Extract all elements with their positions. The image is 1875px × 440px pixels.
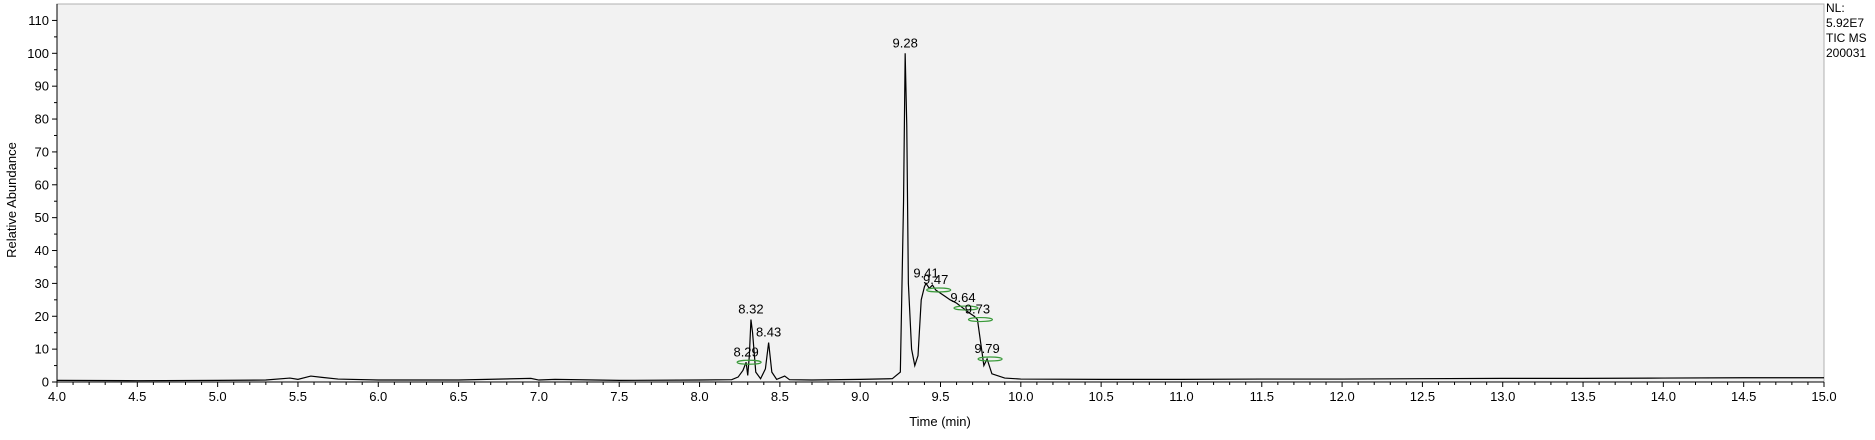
y-tick-label: 50 — [35, 210, 49, 225]
info-line: TIC MS — [1826, 31, 1867, 45]
x-tick-label: 7.5 — [610, 389, 628, 404]
info-line: 5.92E7 — [1826, 16, 1864, 30]
x-tick-label: 13.5 — [1570, 389, 1595, 404]
x-tick-label: 10.0 — [1008, 389, 1033, 404]
x-axis-label: Time (min) — [909, 414, 971, 429]
x-tick-label: 5.0 — [209, 389, 227, 404]
x-tick-label: 5.5 — [289, 389, 307, 404]
y-tick-label: 60 — [35, 177, 49, 192]
tic-trace — [56, 53, 1824, 382]
peak-label-layer: 8.29 8.32 8.43 9.28 9.419.479.649.73 9.79 — [733, 35, 999, 359]
x-tick-label: 12.0 — [1329, 389, 1354, 404]
peak-label: 9.28 — [893, 35, 918, 50]
x-tick-label: 11.5 — [1250, 389, 1274, 404]
peak-label: 9.79 — [974, 341, 999, 356]
x-tick-label: 9.5 — [931, 389, 949, 404]
y-tick-label: 30 — [35, 276, 49, 291]
y-tick-label: 100 — [27, 46, 49, 61]
peak-label: 8.29 — [733, 344, 758, 359]
y-tick-label: 80 — [35, 112, 49, 127]
x-tick-label: 12.5 — [1410, 389, 1435, 404]
y-tick-label: 40 — [35, 243, 49, 258]
x-tick-label: 7.0 — [530, 389, 548, 404]
y-tick-label: 10 — [35, 342, 49, 357]
peak-label: 9.41 — [913, 265, 938, 280]
peak-integration-marker — [953, 305, 979, 311]
x-tick-label: 6.5 — [450, 389, 468, 404]
x-tick-label: 11.0 — [1169, 389, 1193, 404]
y-tick-label: 90 — [35, 79, 49, 94]
y-tick-label: 110 — [28, 13, 49, 28]
trace-layer — [56, 53, 1824, 382]
x-tick-label: 13.0 — [1490, 389, 1515, 404]
peak-marker-layer — [736, 287, 1003, 365]
peak-integration-marker — [977, 356, 1003, 362]
peak-integration-marker — [736, 359, 762, 365]
x-tick-label: 9.0 — [851, 389, 869, 404]
peak-label: 8.32 — [738, 302, 763, 317]
x-tick-label: 14.0 — [1651, 389, 1676, 404]
x-tick-label: 10.5 — [1088, 389, 1113, 404]
x-tick-label: 8.5 — [771, 389, 789, 404]
y-axis-label: Relative Abundance — [4, 142, 19, 258]
plot-area — [56, 3, 1825, 383]
x-tick-label: 8.0 — [691, 389, 709, 404]
x-tick-label: 15.0 — [1811, 389, 1836, 404]
y-tick-label: 0 — [42, 375, 49, 390]
x-tick-label: 14.5 — [1731, 389, 1756, 404]
info-line: NL: — [1826, 1, 1845, 15]
info-line: 200031 — [1826, 46, 1866, 60]
y-tick-label: 20 — [35, 309, 49, 324]
axes-layer: 4.0 4.5 5.0 5.5 6.0 6.5 7.0 7.5 8.0 8.5 9.0 9.5 10.0… — [27, 4, 1837, 404]
x-tick-label: 6.0 — [369, 389, 387, 404]
peak-label: 9.64 — [950, 290, 975, 305]
peak-label: 9.73 — [965, 302, 990, 317]
y-tick-label: 70 — [35, 144, 49, 159]
peak-integration-marker — [967, 316, 994, 323]
peak-label: 8.43 — [756, 325, 781, 340]
peak-integration-marker — [926, 287, 952, 293]
x-tick-label: 4.0 — [48, 389, 66, 404]
peak-label: 9.47 — [923, 272, 948, 287]
x-tick-label: 4.5 — [128, 389, 146, 404]
